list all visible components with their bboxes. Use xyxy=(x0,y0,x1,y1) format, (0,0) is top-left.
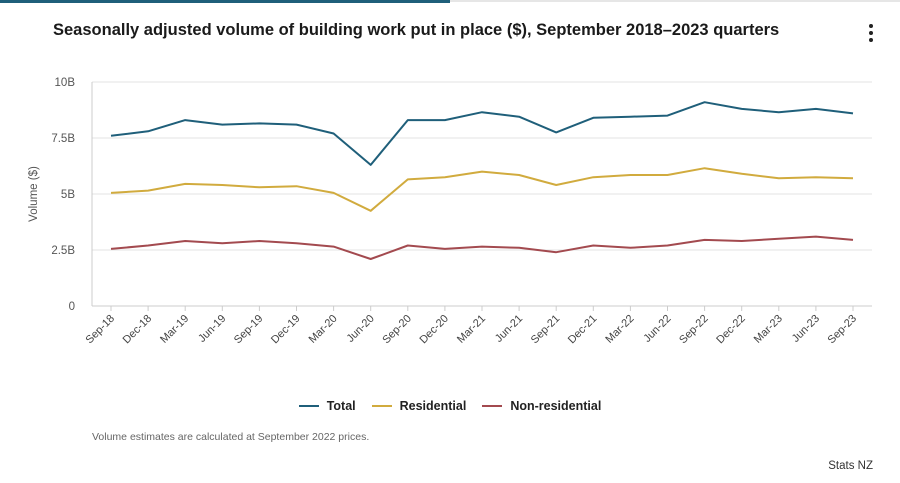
x-tick-label: Mar-20 xyxy=(307,313,340,346)
series-line-total xyxy=(110,101,854,166)
top-accent-bar xyxy=(0,0,450,3)
y-tick-label: 2.5B xyxy=(51,245,75,257)
y-axis-title: Volume ($) xyxy=(28,166,40,222)
x-tick-label: Dec-21 xyxy=(566,313,600,347)
x-tick-label: Dec-20 xyxy=(417,313,451,347)
chart-legend: Total Residential Non-residential xyxy=(0,396,900,413)
x-tick-label: Dec-22 xyxy=(714,313,748,347)
x-tick-label: Jun-22 xyxy=(641,313,673,345)
x-tick-label: Jun-23 xyxy=(790,313,822,345)
x-tick-label: Sep-19 xyxy=(232,313,266,347)
series-line-residential xyxy=(110,167,854,212)
x-tick-label: Mar-22 xyxy=(603,313,636,346)
x-tick-label: Mar-23 xyxy=(752,313,785,346)
x-tick-label: Sep-18 xyxy=(84,313,118,347)
legend-swatch xyxy=(298,405,319,407)
x-tick-label: Jun-21 xyxy=(493,313,525,345)
legend-label: Non-residential xyxy=(510,399,602,413)
x-tick-label: Dec-18 xyxy=(121,313,155,347)
y-tick-label: 7.5B xyxy=(51,133,75,145)
y-tick-label: 0 xyxy=(69,301,75,313)
more-options-icon[interactable] xyxy=(864,24,878,48)
x-tick-label: Dec-19 xyxy=(269,313,303,347)
legend-label: Residential xyxy=(399,399,467,413)
legend-swatch xyxy=(371,405,392,407)
y-tick-label: 10B xyxy=(55,77,76,89)
x-tick-label: Sep-23 xyxy=(826,313,860,347)
series-line-non-residential xyxy=(110,235,854,260)
x-tick-label: Mar-21 xyxy=(455,313,488,346)
chart-footnote: Volume estimates are calculated at Septe… xyxy=(92,431,370,443)
top-divider xyxy=(0,0,900,2)
x-tick-label: Sep-21 xyxy=(529,313,563,347)
legend-item-total[interactable]: Total xyxy=(298,399,356,413)
x-tick-label: Sep-20 xyxy=(380,313,414,347)
legend-swatch xyxy=(482,405,503,407)
source-credit: Stats NZ xyxy=(828,460,873,472)
chart-title: Seasonally adjusted volume of building w… xyxy=(53,21,780,39)
x-tick-label: Jun-20 xyxy=(345,313,377,345)
y-tick-label: 5B xyxy=(61,189,75,201)
x-tick-label: Jun-19 xyxy=(196,313,228,345)
x-tick-label: Sep-22 xyxy=(677,313,711,347)
legend-item-residential[interactable]: Residential xyxy=(371,399,467,413)
x-tick-label: Mar-19 xyxy=(158,313,191,346)
legend-item-non-residential[interactable]: Non-residential xyxy=(482,399,601,413)
legend-label: Total xyxy=(326,399,356,413)
